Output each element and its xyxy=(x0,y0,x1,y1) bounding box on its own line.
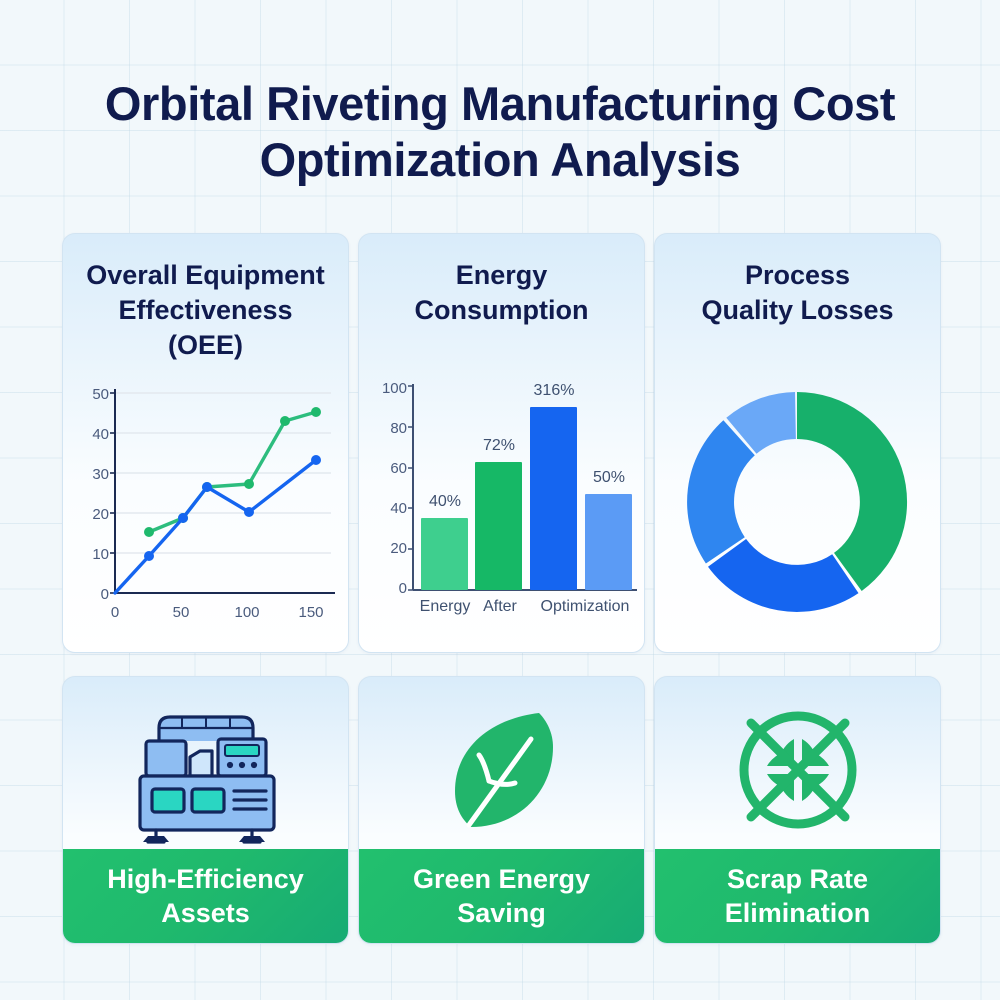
energy-ytick-0: 0 xyxy=(398,580,407,597)
energy-ytick-40: 40 xyxy=(390,500,407,517)
energy-plot-svg xyxy=(408,384,637,591)
quality-donut-svg xyxy=(687,392,908,612)
card-oee-title-line-2: Effectiveness xyxy=(118,295,293,325)
oee-xtick-50: 50 xyxy=(172,604,190,621)
feature-card-1-label-line-2: Assets xyxy=(161,898,250,928)
oee-line-chart: 50 40 30 20 10 0 0 50 100 150 xyxy=(63,234,348,652)
card-oee-title-line-3: (OEE) xyxy=(167,330,243,360)
card-oee-title: Overall Equipment Effectiveness (OEE) xyxy=(77,258,334,363)
energy-bar-3 xyxy=(530,407,577,590)
page-title-line-2: Optimization Analysis xyxy=(259,133,741,186)
card-energy-title-line-1: Energy xyxy=(455,260,548,290)
oee-ytick-30: 30 xyxy=(92,466,109,483)
energy-bar-2 xyxy=(475,462,522,590)
oee-ytick-50: 50 xyxy=(92,386,109,403)
leaf-icon-svg xyxy=(454,713,553,828)
feature-card-scrap-rate-elimination[interactable]: Scrap Rate Elimination xyxy=(654,676,941,944)
oee-xtick-100: 100 xyxy=(234,604,260,621)
feature-card-green-energy-saving[interactable]: Green Energy Saving xyxy=(358,676,645,944)
feature-card-3-label-line-2: Elimination xyxy=(724,898,871,928)
page-title-line-1: Orbital Riveting Manufacturing Cost xyxy=(104,77,896,130)
energy-cat-label-1: Energy xyxy=(419,598,471,615)
card-quality-title-line-1: Process xyxy=(744,260,851,290)
feature-card-2-label-line-2: Saving xyxy=(457,898,546,928)
energy-ytick-80: 80 xyxy=(390,420,407,437)
oee-ytick-0: 0 xyxy=(100,586,109,603)
energy-cat-label-3: Optimization xyxy=(540,598,630,615)
factory-machine-icon xyxy=(63,691,348,849)
donut-slice-3 xyxy=(687,420,755,564)
factory-machine-icon-svg xyxy=(137,715,276,844)
donut-slice-2 xyxy=(708,539,859,612)
feature-card-high-efficiency-assets[interactable]: High-Efficiency Assets xyxy=(62,676,349,944)
energy-ytick-20: 20 xyxy=(390,540,407,557)
quality-donut-chart xyxy=(655,234,940,652)
energy-cat-label-2: After xyxy=(483,598,517,615)
crossed-wheel-icon xyxy=(655,691,940,849)
card-energy: Energy Consumption 100 80 60 40 20 0 xyxy=(358,233,645,653)
card-quality-title-line-2: Quality Losses xyxy=(701,295,894,325)
card-quality: Process Quality Losses xyxy=(654,233,941,653)
oee-ytick-10: 10 xyxy=(92,546,109,563)
page-title: Orbital Riveting Manufacturing Cost Opti… xyxy=(70,76,930,188)
oee-xtick-150: 150 xyxy=(298,604,324,621)
oee-ytick-40: 40 xyxy=(92,426,109,443)
oee-plot-svg xyxy=(110,389,335,595)
feature-card-2-label: Green Energy Saving xyxy=(403,862,600,930)
crossed-wheel-icon-svg xyxy=(739,711,856,829)
feature-card-1-label-line-1: High-Efficiency xyxy=(107,864,304,894)
feature-card-2-band: Green Energy Saving xyxy=(359,849,644,943)
energy-ytick-100: 100 xyxy=(381,380,407,397)
feature-card-3-label: Scrap Rate Elimination xyxy=(715,862,881,930)
leaf-icon xyxy=(359,691,644,849)
energy-bar-label-1: 40% xyxy=(428,493,462,510)
energy-bar-label-2: 72% xyxy=(482,437,516,454)
card-oee-title-line-1: Overall Equipment xyxy=(86,260,325,290)
energy-ytick-60: 60 xyxy=(390,460,407,477)
energy-bar-chart: 100 80 60 40 20 0 xyxy=(359,234,644,652)
energy-bar-label-3: 316% xyxy=(533,382,575,399)
energy-bar-1 xyxy=(421,518,468,590)
energy-bar-4 xyxy=(585,494,632,590)
card-energy-title: Energy Consumption xyxy=(373,258,630,328)
energy-bar-label-4: 50% xyxy=(592,469,626,486)
card-oee: Overall Equipment Effectiveness (OEE) 50… xyxy=(62,233,349,653)
feature-card-3-label-line-1: Scrap Rate xyxy=(726,864,869,894)
card-quality-title: Process Quality Losses xyxy=(669,258,926,328)
oee-ytick-20: 20 xyxy=(92,506,109,523)
card-energy-title-line-2: Consumption xyxy=(414,295,589,325)
donut-slice-1 xyxy=(797,392,908,591)
oee-xtick-0: 0 xyxy=(110,604,120,621)
feature-card-1-label: High-Efficiency Assets xyxy=(97,862,314,930)
feature-card-1-band: High-Efficiency Assets xyxy=(63,849,348,943)
feature-card-2-label-line-1: Green Energy xyxy=(412,864,591,894)
donut-slice-4 xyxy=(726,392,796,454)
feature-card-3-band: Scrap Rate Elimination xyxy=(655,849,940,943)
